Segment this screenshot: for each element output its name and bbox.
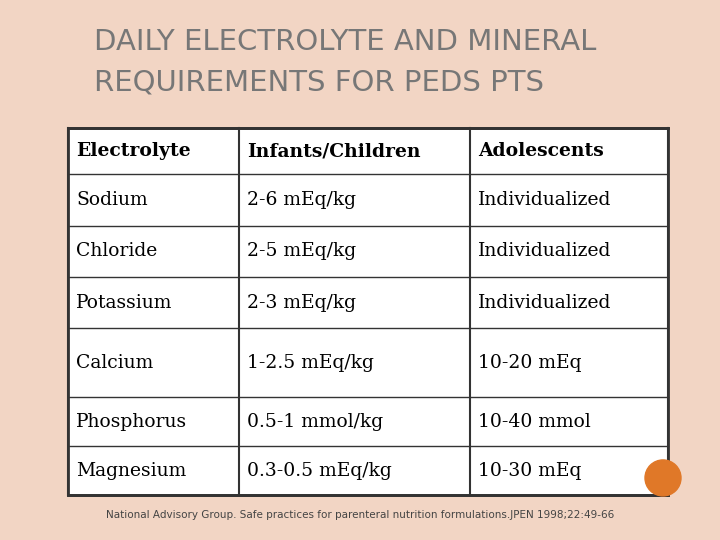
Text: 1-2.5 mEq/kg: 1-2.5 mEq/kg (247, 354, 374, 372)
Text: Adolescents: Adolescents (478, 142, 604, 160)
Bar (68, 128, 668, 495)
Text: Calcium: Calcium (76, 354, 153, 372)
Text: Potassium: Potassium (76, 294, 172, 312)
Circle shape (645, 460, 681, 496)
Text: DAILY ELECTROLYTE AND MINERAL: DAILY ELECTROLYTE AND MINERAL (94, 28, 596, 56)
Text: REQUIREMENTS FOR PEDS PTS: REQUIREMENTS FOR PEDS PTS (94, 68, 544, 96)
Text: 0.3-0.5 mEq/kg: 0.3-0.5 mEq/kg (247, 462, 392, 480)
Bar (68, 128, 668, 495)
Text: Individualized: Individualized (478, 294, 611, 312)
Text: Electrolyte: Electrolyte (76, 142, 191, 160)
Text: Sodium: Sodium (76, 191, 148, 209)
Text: Infants/Children: Infants/Children (247, 142, 420, 160)
Text: Phosphorus: Phosphorus (76, 413, 187, 431)
Text: 2-6 mEq/kg: 2-6 mEq/kg (247, 191, 356, 209)
Text: 2-3 mEq/kg: 2-3 mEq/kg (247, 294, 356, 312)
Text: 2-5 mEq/kg: 2-5 mEq/kg (247, 242, 356, 260)
Text: Individualized: Individualized (478, 191, 611, 209)
Text: National Advisory Group. Safe practices for parenteral nutrition formulations.JP: National Advisory Group. Safe practices … (106, 510, 614, 520)
Text: 10-20 mEq: 10-20 mEq (478, 354, 582, 372)
Text: Individualized: Individualized (478, 242, 611, 260)
Text: Magnesium: Magnesium (76, 462, 186, 480)
Text: 10-40 mmol: 10-40 mmol (478, 413, 590, 431)
Text: Chloride: Chloride (76, 242, 157, 260)
Text: 0.5-1 mmol/kg: 0.5-1 mmol/kg (247, 413, 383, 431)
Text: 10-30 mEq: 10-30 mEq (478, 462, 581, 480)
